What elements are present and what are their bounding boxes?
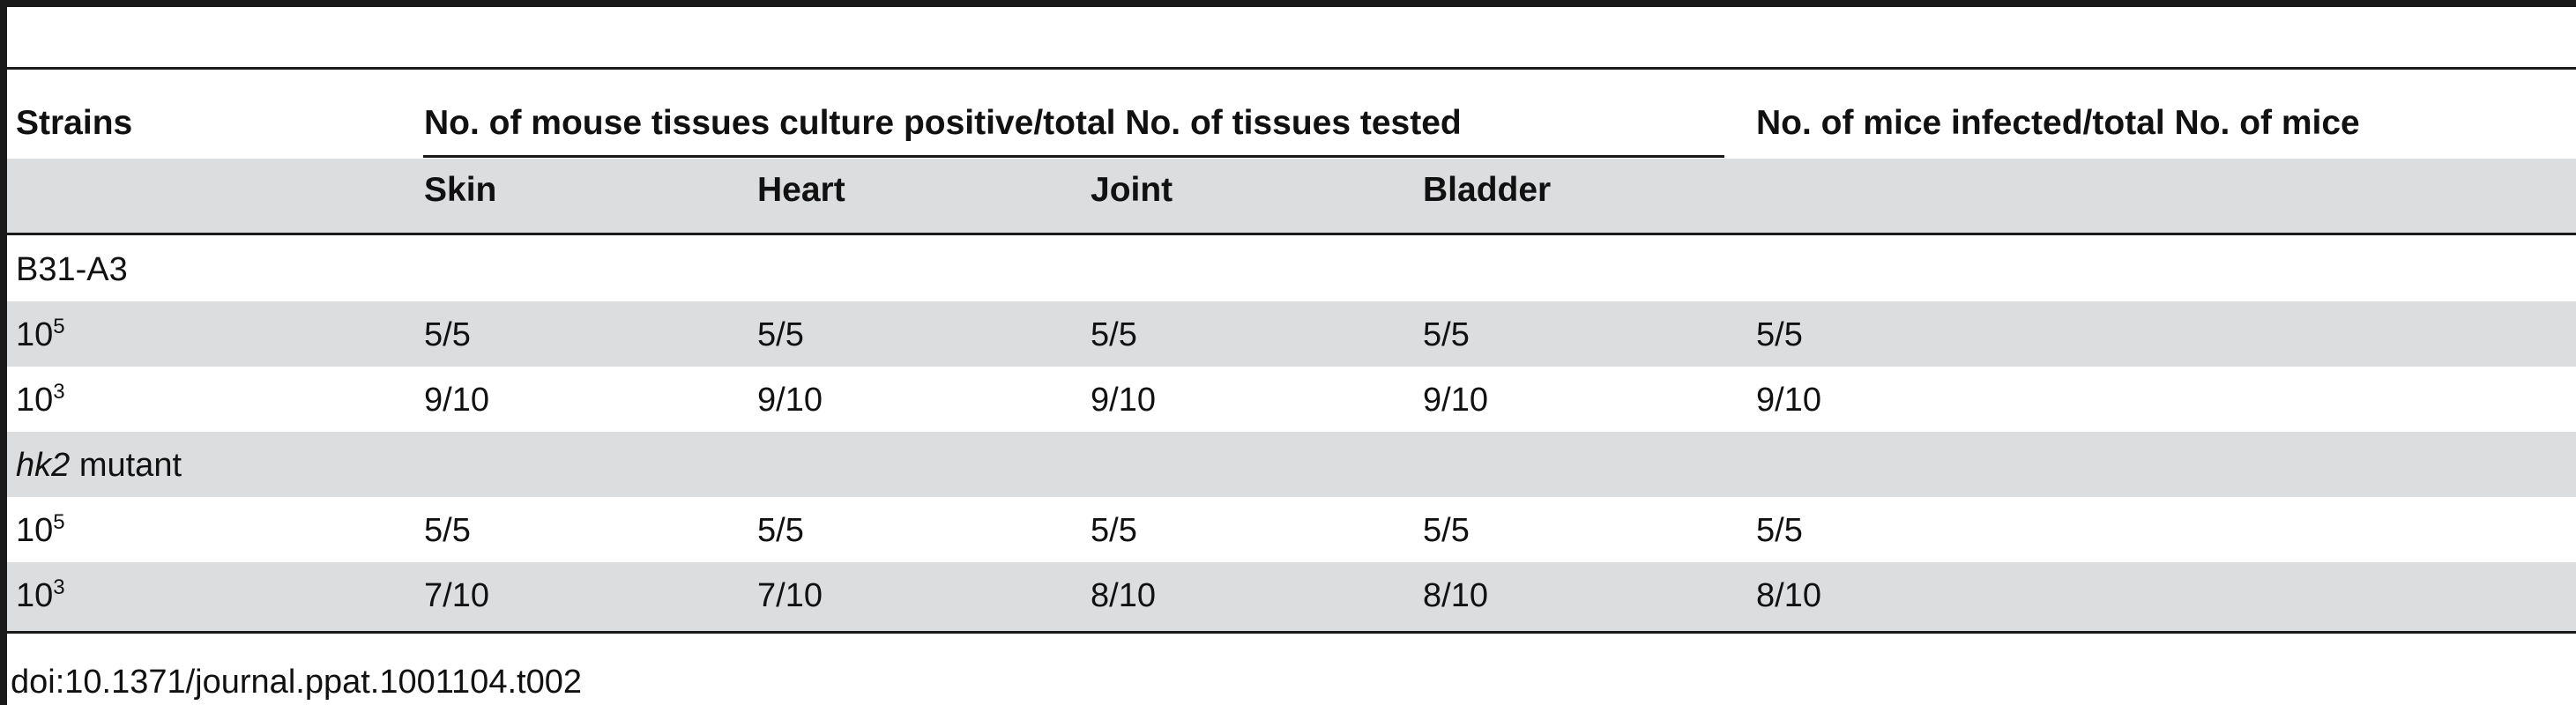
- header-skin: Skin: [424, 171, 497, 209]
- heart-cell: 7/10: [757, 577, 823, 614]
- joint-cell: 8/10: [1091, 577, 1156, 614]
- joint-cell: 9/10: [1091, 382, 1156, 419]
- mice-cell: 5/5: [1756, 512, 1803, 549]
- skin-cell: 5/5: [424, 512, 471, 549]
- bladder-cell: 9/10: [1423, 382, 1488, 419]
- dose-base: 10: [16, 316, 54, 353]
- skin-cell: 7/10: [424, 577, 489, 614]
- group-label-text: B31-A3: [16, 251, 128, 288]
- header-strains: Strains: [16, 104, 133, 142]
- group-label-suffix: mutant: [70, 447, 182, 484]
- dose-exponent: 3: [53, 380, 65, 404]
- dose-exponent: 5: [53, 510, 65, 534]
- group-label-hk2-mutant: hk2 mutant: [16, 446, 182, 485]
- table-bottom-rule: [7, 631, 2576, 634]
- joint-cell: 5/5: [1091, 316, 1137, 353]
- group-label-b31-a3: B31-A3: [16, 250, 128, 289]
- doi-link[interactable]: doi:10.1371/journal.ppat.1001104.t002: [11, 664, 582, 701]
- dose-cell: 105: [16, 511, 65, 550]
- heart-cell: 5/5: [757, 316, 804, 353]
- bladder-cell: 5/5: [1423, 316, 1470, 353]
- heart-cell: 5/5: [757, 512, 804, 549]
- joint-cell: 5/5: [1091, 512, 1137, 549]
- dose-cell: 103: [16, 381, 65, 419]
- table-top-rule: [7, 67, 2576, 70]
- header-joint: Joint: [1091, 171, 1173, 209]
- heart-cell: 9/10: [757, 382, 823, 419]
- mice-cell: 8/10: [1756, 577, 1821, 614]
- row-band: [7, 562, 2576, 631]
- dose-base: 10: [16, 512, 54, 549]
- dose-cell: 103: [16, 576, 65, 615]
- dose-exponent: 5: [53, 315, 65, 338]
- row-band: [7, 301, 2576, 367]
- bladder-cell: 8/10: [1423, 577, 1488, 614]
- group-label-italic: hk2: [16, 447, 71, 484]
- tissues-group-underline: [423, 155, 1724, 158]
- dose-base: 10: [16, 382, 54, 419]
- header-heart: Heart: [757, 171, 845, 209]
- header-mice-group: No. of mice infected/total No. of mice: [1756, 104, 2360, 142]
- bladder-cell: 5/5: [1423, 512, 1470, 549]
- left-border: [0, 0, 7, 705]
- dose-exponent: 3: [53, 575, 65, 599]
- header-bladder: Bladder: [1423, 171, 1552, 209]
- mice-cell: 9/10: [1756, 382, 1821, 419]
- subheader-band: [7, 159, 2576, 233]
- row-band: [7, 432, 2576, 497]
- mice-cell: 5/5: [1756, 316, 1803, 353]
- skin-cell: 5/5: [424, 316, 471, 353]
- top-border: [0, 0, 2576, 7]
- dose-cell: 105: [16, 315, 65, 354]
- skin-cell: 9/10: [424, 382, 489, 419]
- header-bottom-rule: [7, 233, 2576, 235]
- dose-base: 10: [16, 577, 54, 614]
- header-tissues-group: No. of mouse tissues culture positive/to…: [424, 104, 1462, 142]
